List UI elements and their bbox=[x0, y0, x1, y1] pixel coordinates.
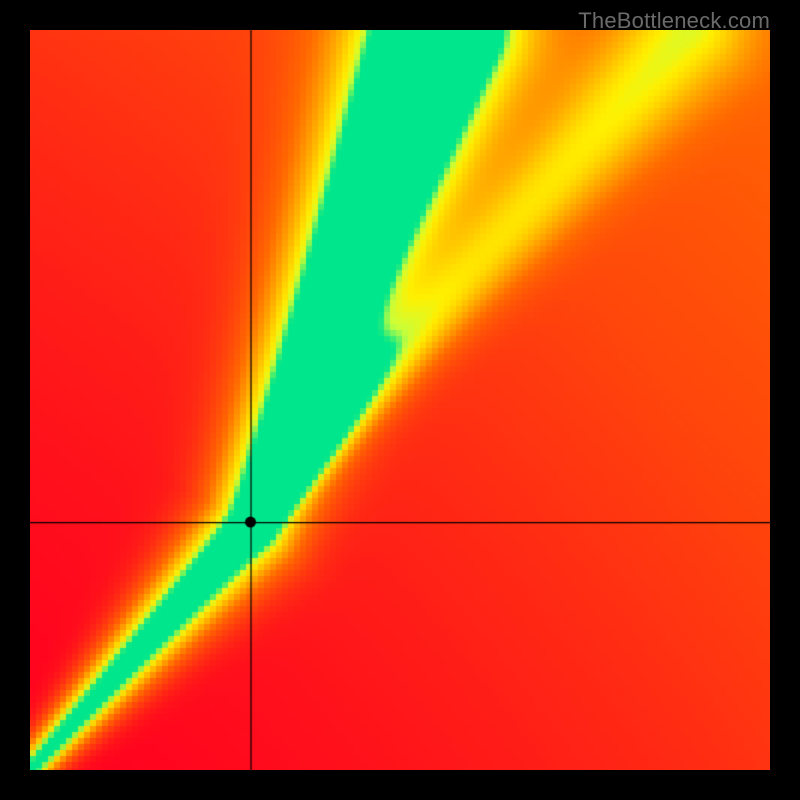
chart-area bbox=[30, 30, 770, 770]
watermark-text: TheBottleneck.com bbox=[578, 8, 770, 34]
heatmap-canvas bbox=[30, 30, 770, 770]
root-container: TheBottleneck.com bbox=[0, 0, 800, 800]
